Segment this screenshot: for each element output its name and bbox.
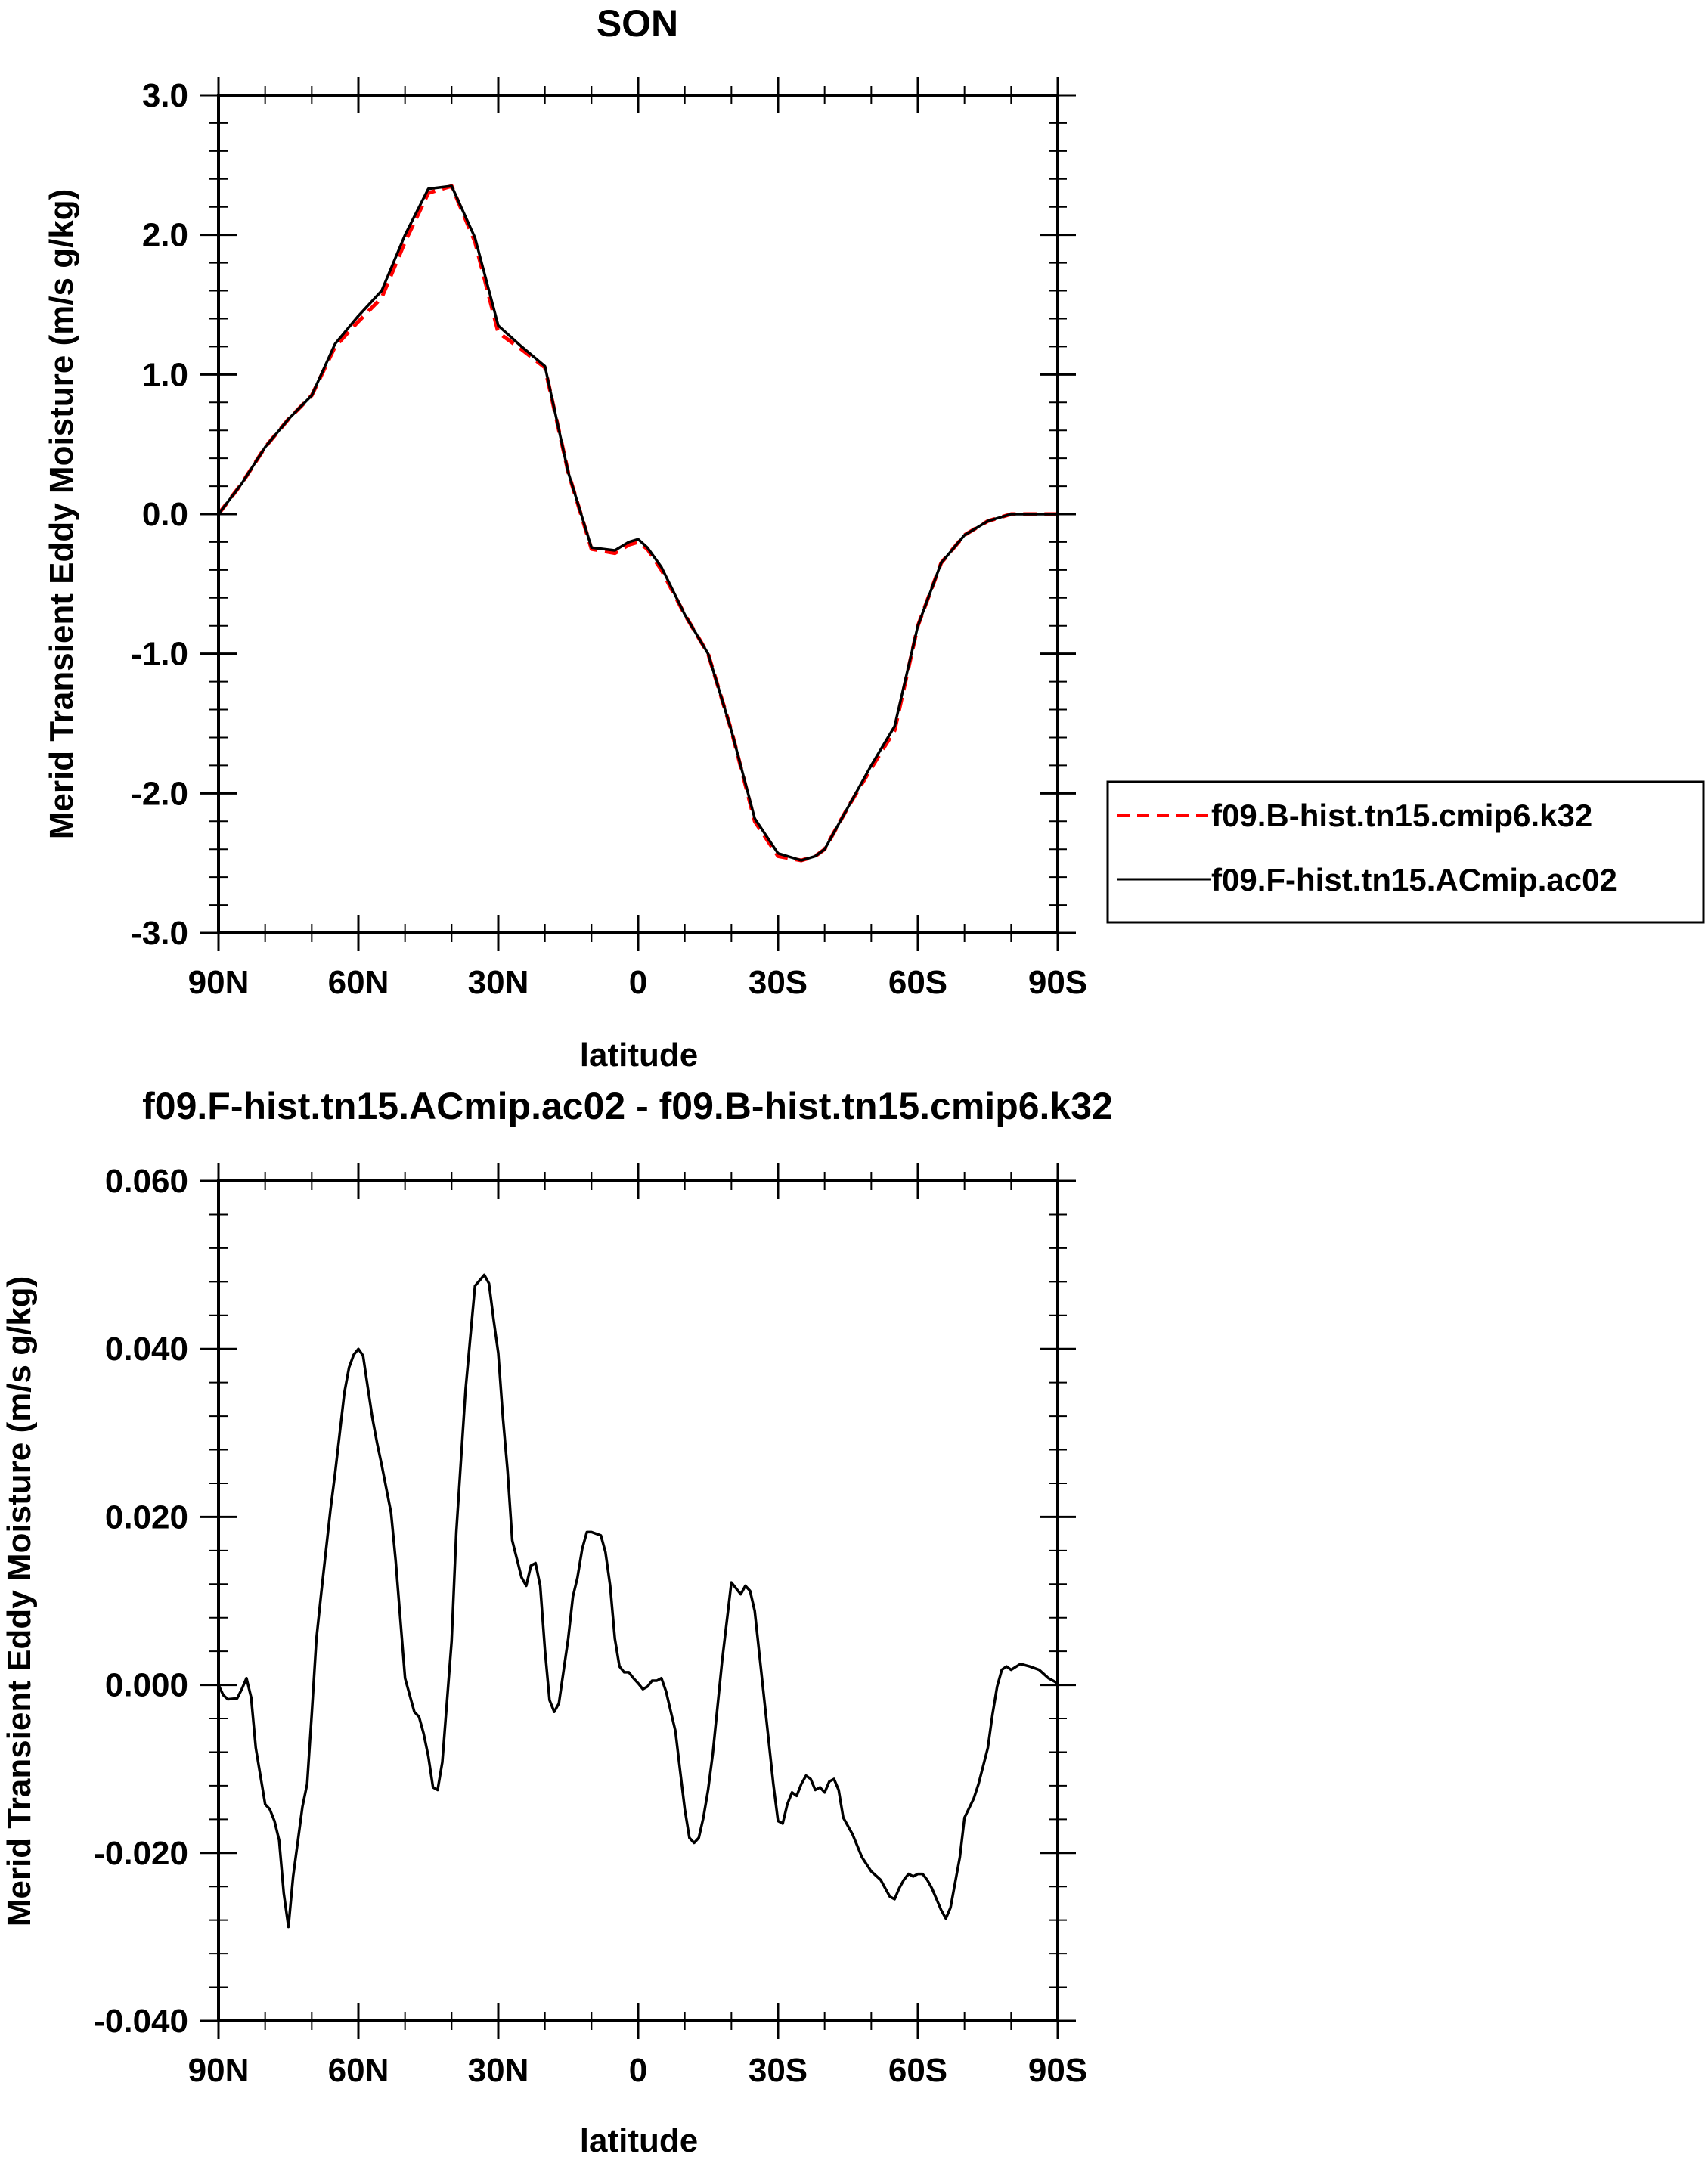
bottom-chart-title: f09.F-hist.tn15.ACmip.ac02 - f09.B-hist.… bbox=[142, 1085, 1113, 1127]
x-tick-label: 90N bbox=[188, 2052, 250, 2089]
legend-box bbox=[1106, 780, 1705, 924]
c1-series-line-1 bbox=[217, 184, 1058, 862]
x-tick-label: 30N bbox=[468, 964, 529, 1001]
x-tick-label: 60S bbox=[888, 964, 947, 1001]
bottom-chart: f09.F-hist.tn15.ACmip.ac02 - f09.B-hist.… bbox=[1, 1085, 1113, 2157]
top-chart-ticks bbox=[200, 77, 1076, 951]
y-tick-label: 1.0 bbox=[142, 356, 188, 393]
x-tick-label: 0 bbox=[629, 2052, 647, 2089]
x-tick-label: 90S bbox=[1028, 964, 1087, 1001]
x-tick-label: 90S bbox=[1028, 2052, 1087, 2089]
top-chart-plot-frame bbox=[217, 94, 1059, 934]
y-tick-label: 0.020 bbox=[105, 1498, 188, 1536]
x-tick-label: 30N bbox=[468, 2052, 529, 2089]
top-chart-title: SON bbox=[597, 2, 678, 45]
bottom-chart-series-group bbox=[217, 1273, 1059, 1929]
x-tick-label: 0 bbox=[629, 964, 647, 1001]
y-tick-label: -0.020 bbox=[94, 1835, 188, 1872]
y-tick-label: -0.040 bbox=[94, 2003, 188, 2040]
y-tick-label: -3.0 bbox=[131, 915, 188, 952]
legend-label-series-f: f09.F-hist.tn15.ACmip.ac02 bbox=[1211, 862, 1617, 897]
bottom-chart-ticks bbox=[200, 1163, 1076, 2039]
c1-series-line-0 bbox=[217, 184, 1058, 863]
x-tick-label: 60N bbox=[328, 2052, 389, 2089]
top-chart-x-tick-labels: 90N 60N 30N 0 30S 60S 90S bbox=[188, 964, 1088, 1001]
y-tick-label: 0.000 bbox=[105, 1667, 188, 1704]
x-tick-label: 90N bbox=[188, 964, 250, 1001]
legend-label-series-b: f09.B-hist.tn15.cmip6.k32 bbox=[1211, 798, 1592, 833]
x-tick-label: 60N bbox=[328, 964, 389, 1001]
y-tick-label: -2.0 bbox=[131, 775, 188, 812]
x-tick-label: 30S bbox=[749, 2052, 808, 2089]
y-tick-label: 3.0 bbox=[142, 77, 188, 114]
y-tick-label: 0.060 bbox=[105, 1163, 188, 1200]
bottom-chart-y-tick-labels: 0.060 0.040 0.020 0.000 -0.020 -0.040 bbox=[94, 1163, 188, 2040]
top-chart-y-axis-title: Merid Transient Eddy Moisture (m/s g/kg) bbox=[43, 189, 80, 840]
y-tick-label: -1.0 bbox=[131, 636, 188, 673]
bottom-chart-x-tick-labels: 90N 60N 30N 0 30S 60S 90S bbox=[188, 2052, 1088, 2089]
x-tick-label: 30S bbox=[749, 964, 808, 1001]
y-tick-label: 0.0 bbox=[142, 496, 188, 533]
top-chart-legend: f09.B-hist.tn15.cmip6.k32 f09.F-hist.tn1… bbox=[1106, 780, 1705, 924]
top-chart: SON 3.0 2.0 1.0 0.0 -1.0 -2.0 -3.0 90N 60N 30N 0 3… bbox=[43, 2, 1705, 1074]
bottom-chart-plot-frame bbox=[217, 1179, 1059, 2022]
y-tick-label: 0.040 bbox=[105, 1331, 188, 1368]
bottom-chart-x-axis-title: latitude bbox=[580, 2122, 698, 2157]
y-tick-label: 2.0 bbox=[142, 217, 188, 254]
bottom-chart-y-axis-title: Merid Transient Eddy Moisture (m/s g/kg) bbox=[1, 1276, 38, 1927]
top-chart-x-axis-title: latitude bbox=[580, 1037, 698, 1074]
top-chart-y-tick-labels: 3.0 2.0 1.0 0.0 -1.0 -2.0 -3.0 bbox=[131, 77, 188, 952]
x-tick-label: 60S bbox=[888, 2052, 947, 2089]
top-chart-series-group bbox=[217, 184, 1058, 863]
c2-series-line-0 bbox=[217, 1273, 1059, 1929]
